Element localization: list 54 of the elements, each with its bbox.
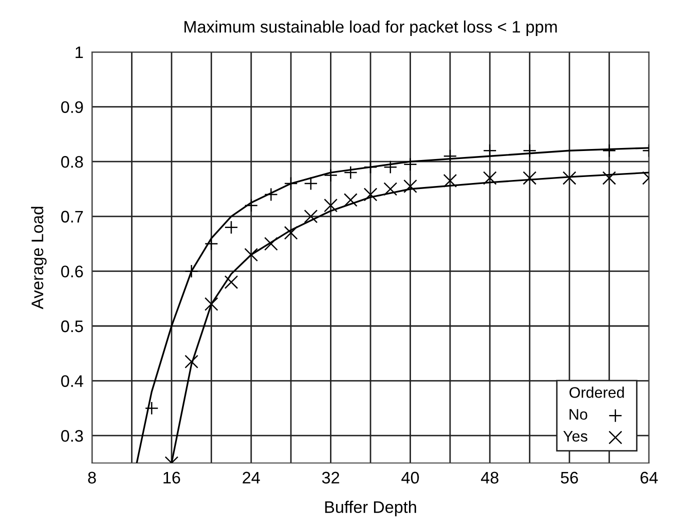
y-tick-label: 0.8 bbox=[61, 156, 83, 168]
point bbox=[364, 188, 378, 202]
y-tick-label: 0.4 bbox=[61, 375, 84, 388]
point bbox=[324, 168, 338, 182]
point bbox=[562, 171, 576, 185]
point bbox=[344, 193, 358, 207]
point bbox=[403, 179, 418, 194]
x-tick-label: 24 bbox=[242, 472, 260, 484]
y-tick-label: 0.5 bbox=[61, 320, 83, 332]
point bbox=[483, 171, 497, 185]
point bbox=[602, 144, 616, 158]
point bbox=[483, 144, 497, 158]
y-tick-label: 0.3 bbox=[61, 430, 83, 442]
point bbox=[602, 171, 616, 185]
point bbox=[522, 171, 536, 185]
y-axis-title: Average Load bbox=[31, 206, 47, 310]
point bbox=[304, 210, 318, 224]
point bbox=[264, 188, 278, 202]
point bbox=[244, 198, 258, 212]
point bbox=[144, 401, 159, 416]
point bbox=[384, 182, 398, 196]
chart-title: Maximum sustainable load for packet loss < 1 ppm bbox=[184, 20, 557, 36]
x-tick-label: 16 bbox=[164, 472, 180, 484]
y-tick-label: 1 bbox=[76, 46, 83, 58]
x-tick-label: 56 bbox=[560, 472, 578, 484]
point bbox=[284, 226, 298, 240]
point bbox=[522, 144, 536, 158]
x-tick-label: 64 bbox=[640, 472, 658, 484]
point bbox=[344, 166, 358, 180]
point bbox=[384, 160, 398, 174]
legend-title: Ordered bbox=[570, 386, 624, 398]
y-tick-label: 0.9 bbox=[61, 101, 83, 114]
point bbox=[204, 297, 218, 311]
legend-label: No bbox=[570, 409, 588, 420]
point bbox=[324, 198, 338, 212]
point bbox=[244, 248, 258, 262]
legend-label: Yes bbox=[563, 430, 588, 442]
point bbox=[403, 158, 418, 172]
point bbox=[184, 264, 198, 278]
point bbox=[184, 354, 198, 368]
x-axis-title: Buffer Depth bbox=[325, 500, 416, 516]
point bbox=[264, 236, 278, 251]
point bbox=[304, 176, 318, 190]
point bbox=[224, 220, 238, 234]
x-tick-label: 40 bbox=[401, 472, 419, 484]
x-tick-label: 32 bbox=[322, 472, 340, 484]
y-tick-label: 0.6 bbox=[61, 266, 83, 278]
point bbox=[224, 275, 238, 289]
point bbox=[443, 174, 457, 188]
y-tick-label: 0.7 bbox=[61, 210, 83, 223]
x-tick-label: 48 bbox=[480, 472, 498, 484]
point bbox=[284, 176, 298, 190]
x-tick-label: 8 bbox=[88, 472, 96, 484]
point bbox=[443, 149, 457, 163]
